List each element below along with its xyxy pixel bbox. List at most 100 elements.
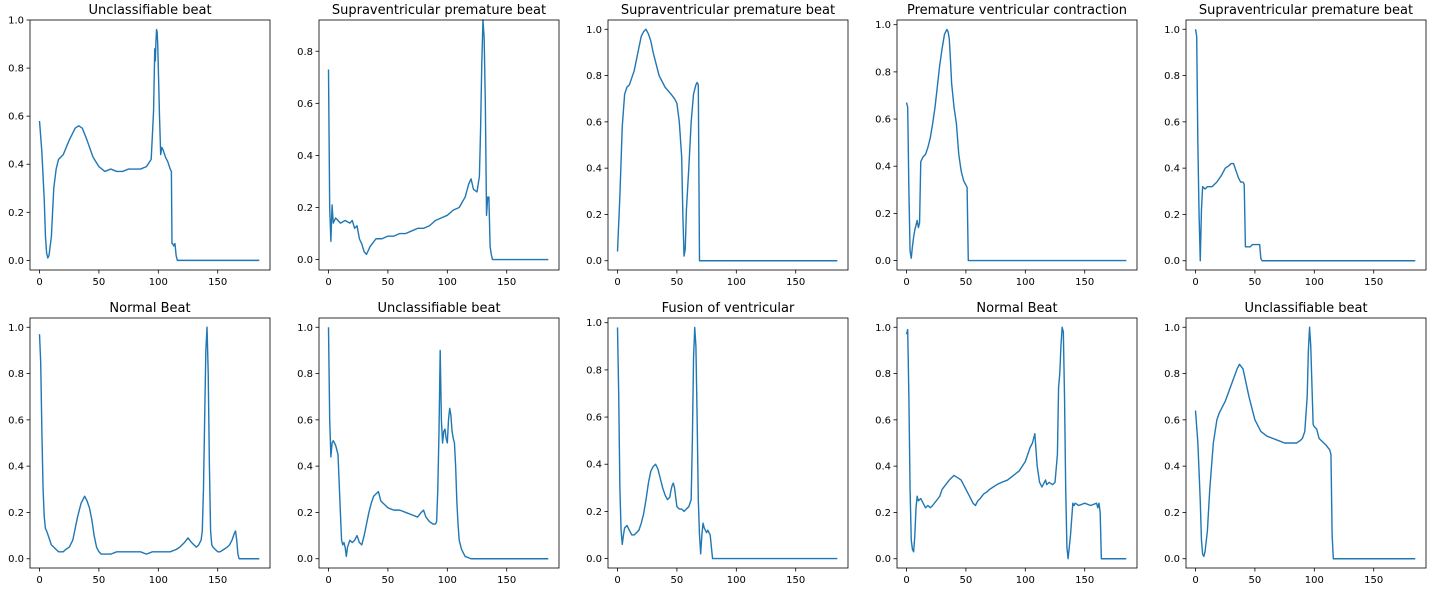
x-tick-label: 50: [382, 575, 395, 586]
y-tick-label: 0.4: [297, 462, 313, 473]
x-tick-label: 0: [1192, 575, 1198, 586]
y-tick-label: 0.8: [1164, 71, 1180, 82]
y-tick-label: 0.4: [875, 462, 891, 473]
y-tick-label: 0.2: [297, 203, 313, 214]
series-line: [327, 19, 549, 261]
x-tick-label: 0: [325, 277, 331, 288]
chart-panel-10: Unclassifiable beat 0 50 100 150 0.0 0.2 0.4 0.6…: [1164, 301, 1427, 586]
y-tick-label: 0.2: [586, 210, 602, 221]
x-tick-label: 150: [208, 575, 227, 586]
y-tick-label: 0.6: [586, 413, 602, 424]
x-tick-label: 50: [1249, 277, 1262, 288]
chart-panel-6: Normal Beat 0 50 100 150 0.0 0.2 0.4 0.6 0.8 1.0: [8, 301, 271, 586]
x-tick-label: 150: [1075, 575, 1094, 586]
y-tick-label: 1.0: [875, 323, 891, 334]
chart-panel-5: Supraventricular premature beat 0 50 100 150…: [1164, 3, 1427, 288]
chart-svg: Premature ventricular contraction 0 50 100 1…: [875, 3, 1138, 288]
y-tick-label: 0.0: [875, 554, 891, 565]
chart-title: Supraventricular premature beat: [332, 3, 546, 18]
x-tick-label: 50: [382, 277, 395, 288]
y-tick-label: 0.6: [297, 415, 313, 426]
y-tick-label: 1.0: [297, 323, 313, 334]
series-line: [38, 28, 260, 262]
plot-frame: [607, 19, 849, 271]
x-tick-label: 100: [149, 575, 168, 586]
series-line: [1194, 326, 1416, 560]
plot-frame: [29, 317, 271, 569]
chart-svg: Fusion of ventricular 0 50 100 150 0.0 0.2 0.4 0…: [586, 301, 849, 586]
x-tick-label: 150: [208, 277, 227, 288]
x-tick-label: 150: [497, 575, 516, 586]
x-tick-label: 0: [325, 575, 331, 586]
chart-svg: Unclassifiable beat 0 50 100 150 0.0 0.2 0.4 0.6…: [1164, 301, 1427, 586]
plot-frame: [1185, 317, 1427, 569]
y-tick-label: 0.0: [8, 256, 24, 267]
x-tick-label: 0: [903, 575, 909, 586]
series-line: [905, 326, 1127, 560]
chart-title: Unclassifiable beat: [1244, 301, 1367, 316]
y-tick-label: 0.6: [297, 99, 313, 110]
x-tick-label: 50: [671, 277, 684, 288]
x-tick-label: 50: [93, 277, 106, 288]
x-tick-label: 100: [1016, 575, 1035, 586]
series-line: [616, 326, 838, 560]
x-tick-label: 100: [727, 575, 746, 586]
x-tick-label: 50: [1249, 575, 1262, 586]
x-tick-label: 150: [786, 575, 805, 586]
series-line: [1194, 29, 1416, 262]
series-line: [38, 326, 260, 560]
x-tick-label: 100: [1016, 277, 1035, 288]
x-tick-label: 100: [149, 277, 168, 288]
chart-panel-1: Unclassifiable beat 0 50 100 150 0.0 0.2 0.4 0.6…: [8, 3, 271, 288]
y-tick-label: 0.2: [875, 209, 891, 220]
y-tick-label: 0.8: [297, 47, 313, 58]
plot-frame: [896, 317, 1138, 569]
x-tick-label: 50: [671, 575, 684, 586]
chart-panel-4: Premature ventricular contraction 0 50 100 1…: [875, 3, 1138, 288]
y-tick-label: 0.2: [875, 508, 891, 519]
chart-svg: Unclassifiable beat 0 50 100 150 0.0 0.2 0.4 0.6…: [297, 301, 560, 586]
x-tick-label: 0: [614, 277, 620, 288]
y-tick-label: 0.6: [875, 415, 891, 426]
y-tick-label: 0.0: [297, 554, 313, 565]
y-tick-label: 1.0: [1164, 323, 1180, 334]
y-tick-label: 0.2: [1164, 210, 1180, 221]
y-tick-label: 0.6: [586, 117, 602, 128]
plot-frame: [896, 19, 1138, 271]
x-tick-label: 100: [438, 575, 457, 586]
chart-svg: Normal Beat 0 50 100 150 0.0 0.2 0.4 0.6 0.8 1.0: [8, 301, 271, 586]
chart-title: Unclassifiable beat: [377, 301, 500, 316]
y-tick-label: 0.6: [875, 115, 891, 126]
chart-title: Unclassifiable beat: [88, 3, 211, 18]
chart-panel-2: Supraventricular premature beat 0 50 100 150…: [297, 3, 560, 288]
chart-svg: Supraventricular premature beat 0 50 100 150…: [586, 3, 849, 288]
y-tick-label: 1.0: [8, 16, 24, 27]
x-tick-label: 0: [36, 277, 42, 288]
y-tick-label: 1.0: [586, 25, 602, 36]
y-tick-label: 0.2: [586, 507, 602, 518]
x-tick-label: 0: [903, 277, 909, 288]
y-tick-label: 0.4: [1164, 164, 1180, 175]
series-line: [616, 28, 838, 262]
chart-title: Fusion of ventricular: [662, 301, 795, 316]
x-tick-label: 100: [727, 277, 746, 288]
series-line: [905, 28, 1127, 262]
chart-title: Normal Beat: [109, 301, 190, 316]
series-line: [327, 327, 549, 560]
x-tick-label: 150: [786, 277, 805, 288]
y-tick-label: 1.0: [586, 318, 602, 329]
y-tick-label: 0.8: [8, 369, 24, 380]
y-tick-label: 0.2: [1164, 508, 1180, 519]
chart-svg: Supraventricular premature beat 0 50 100 150…: [1164, 3, 1427, 288]
x-tick-label: 150: [1364, 277, 1383, 288]
x-tick-label: 50: [960, 277, 973, 288]
plot-frame: [318, 317, 560, 569]
chart-title: Premature ventricular contraction: [907, 3, 1127, 18]
y-tick-label: 0.6: [1164, 117, 1180, 128]
y-tick-label: 0.2: [8, 508, 24, 519]
chart-title: Supraventricular premature beat: [621, 3, 835, 18]
chart-panel-9: Normal Beat 0 50 100 150 0.0 0.2 0.4 0.6 0.8 1.0: [875, 301, 1138, 586]
x-tick-label: 100: [1305, 277, 1324, 288]
y-tick-label: 0.8: [875, 67, 891, 78]
